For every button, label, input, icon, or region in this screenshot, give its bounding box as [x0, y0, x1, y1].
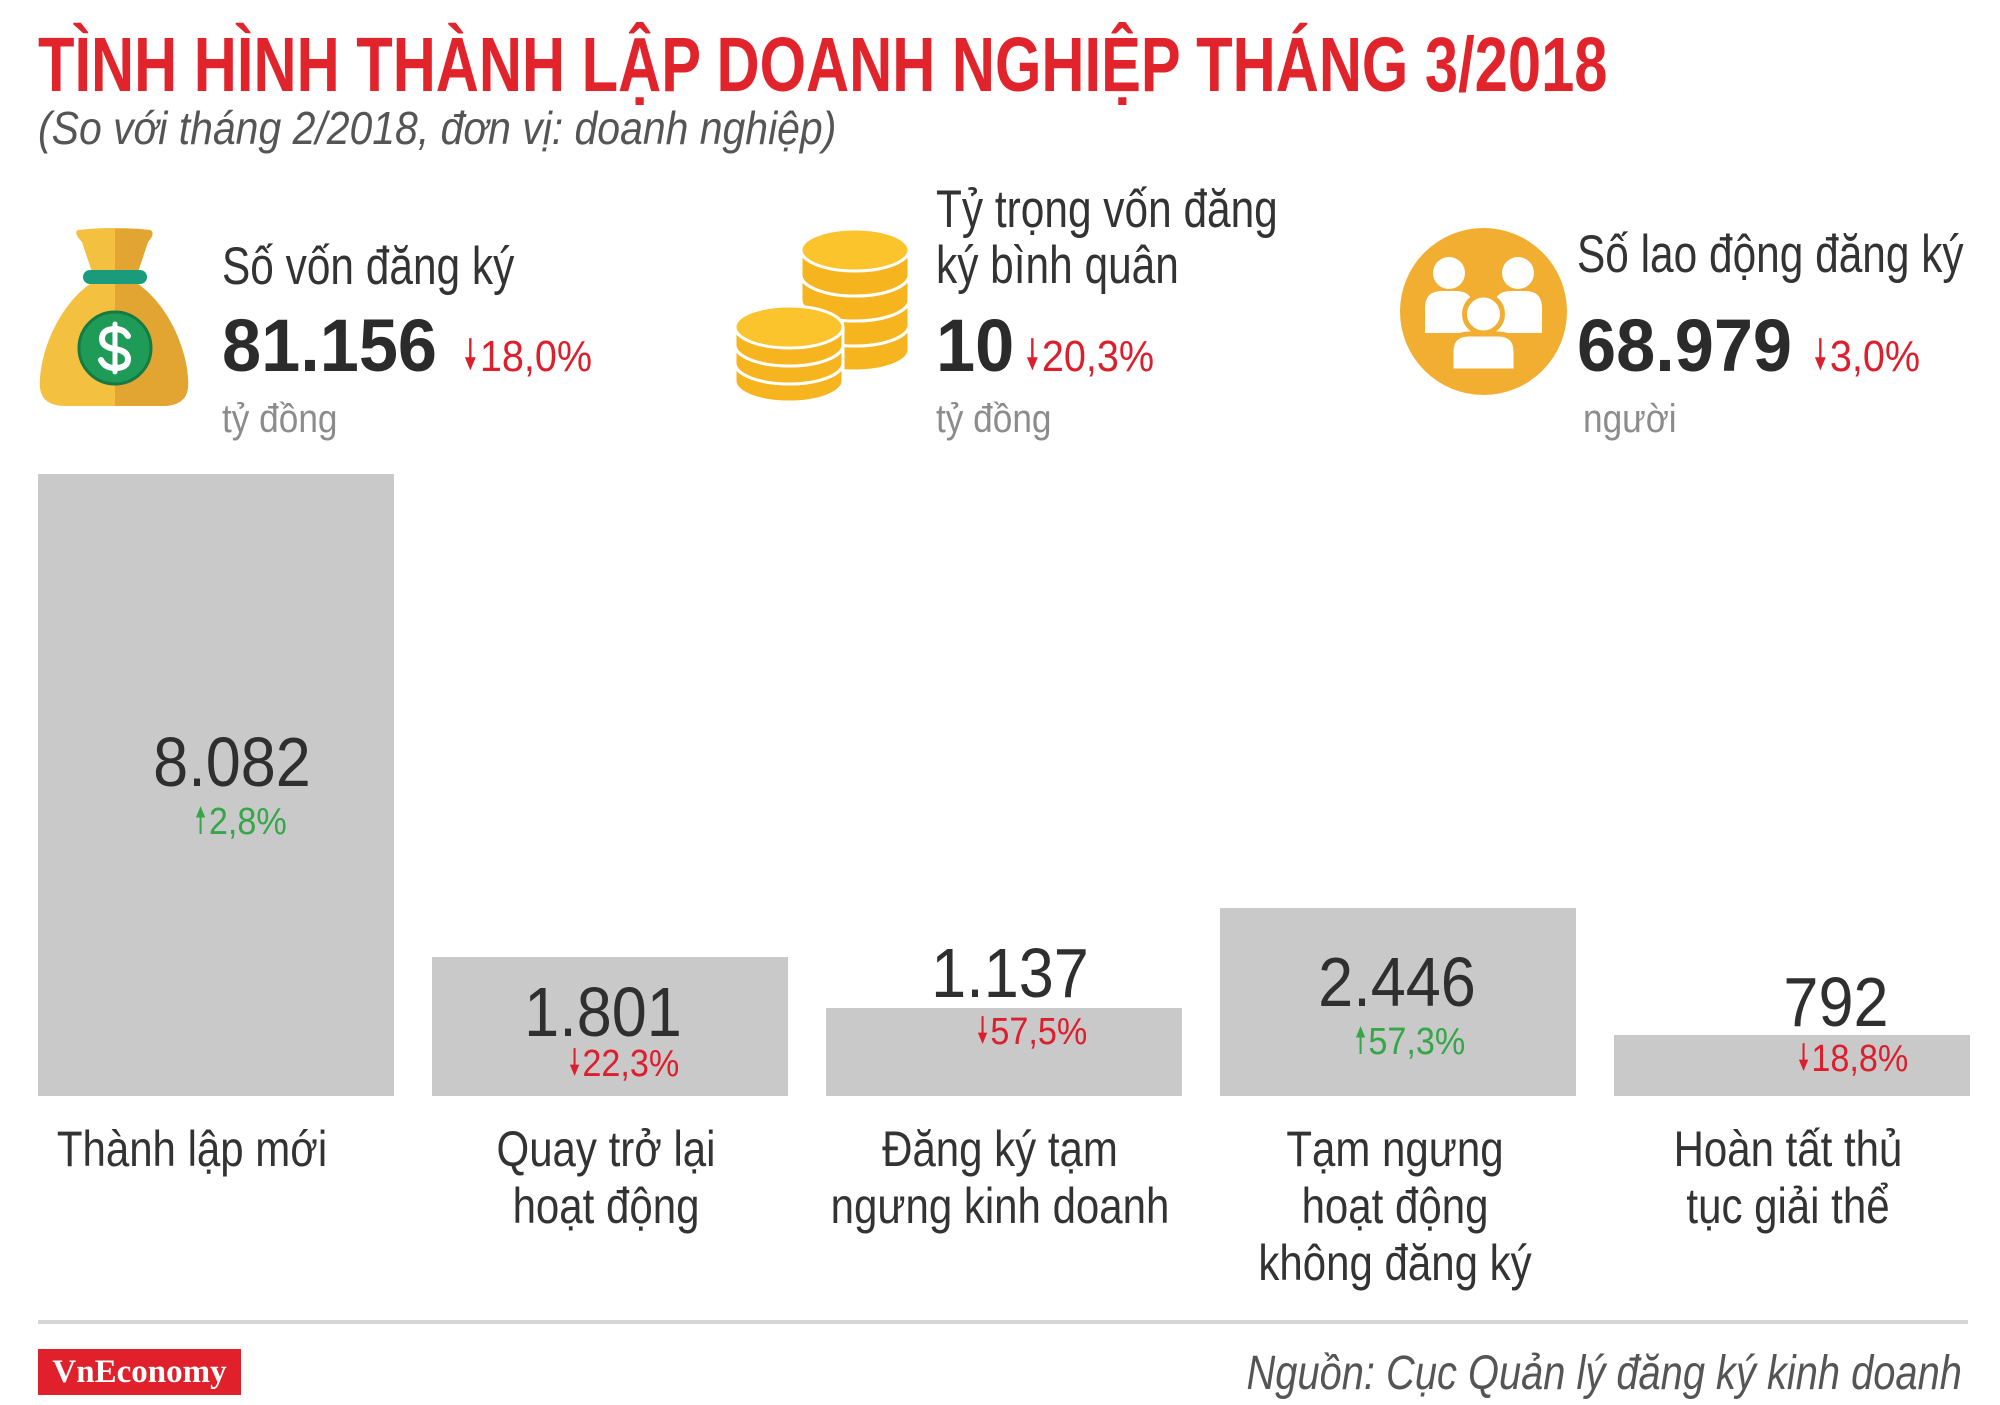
change-label-dissolved: 18,8% [1745, 1040, 1961, 1078]
change-label-registered-suspension: 57,5% [924, 1013, 1140, 1051]
money-bag-icon [39, 228, 189, 406]
stat-value: 68.979 [1577, 304, 1793, 387]
change-value: 57,5% [990, 1011, 1088, 1053]
bar-unregistered-suspension [1220, 907, 1576, 1096]
arrow-down-icon [1814, 338, 1827, 371]
stat-label: Tỷ trọng vốn đăng ký bình quân [936, 180, 1278, 295]
stat-unit: tỷ đồng [222, 397, 338, 441]
stat-change: 18,0% [464, 335, 592, 379]
change-value: 2,8% [208, 801, 287, 843]
arrow-down-icon [1026, 338, 1039, 371]
value-label-dissolved: 792 [1783, 963, 1889, 1041]
arrow-down-icon [569, 1048, 580, 1076]
stat-label: Số vốn đăng ký [222, 237, 515, 296]
stat-change: 20,3% [1026, 335, 1154, 379]
people-group-icon [1400, 228, 1567, 395]
change-label-new-registrations: 2,8% [133, 803, 349, 841]
bar-registered-suspension [826, 1008, 1182, 1096]
value-label-registered-suspension: 1.137 [931, 934, 1089, 1012]
source-note: Nguồn: Cục Quản lý đăng ký kinh doanh [1246, 1347, 1962, 1400]
category-label-dissolved: Hoàn tất thủ tục giải thể [1673, 1121, 1903, 1234]
stat-change-value: 3,0% [1829, 332, 1921, 381]
category-label-resumed-operations: Quay trở lại hoạt động [496, 1121, 716, 1234]
bar-resumed-operations [432, 957, 788, 1096]
value-label-resumed-operations: 1.801 [524, 973, 682, 1051]
bar-dissolved [1614, 1035, 1970, 1096]
coins-icon [733, 228, 911, 404]
page-subtitle: (So với tháng 2/2018, đơn vị: doanh nghi… [38, 102, 837, 154]
footer-divider [38, 1320, 1968, 1324]
category-label-new-registrations: Thành lập mới [56, 1121, 328, 1177]
change-value: 18,8% [1811, 1038, 1909, 1080]
change-value: 57,3% [1368, 1021, 1466, 1063]
stat-unit: tỷ đồng [936, 397, 1052, 441]
arrow-down-icon [977, 1016, 988, 1044]
arrow-down-icon [464, 338, 477, 371]
stat-label: Số lao động đăng ký [1577, 225, 1964, 284]
arrow-down-icon [1798, 1043, 1809, 1071]
page-title: TÌNH HÌNH THÀNH LẬP DOANH NGHIỆP THÁNG 3… [38, 22, 1608, 108]
stat-change-value: 20,3% [1041, 332, 1155, 381]
stat-change-value: 18,0% [479, 332, 593, 381]
stat-unit: người [1583, 397, 1677, 441]
stat-value: 81.156 [222, 304, 438, 387]
stat-value: 10 [936, 304, 1015, 387]
bar-new-registrations [38, 474, 394, 1096]
brand-logo: VnEconomy [38, 1349, 241, 1395]
change-label-resumed-operations: 22,3% [516, 1045, 732, 1083]
category-label-unregistered-suspension: Tạm ngưng hoạt động không đăng ký [1258, 1121, 1532, 1291]
arrow-up-icon [1355, 1026, 1366, 1054]
value-label-new-registrations: 8.082 [153, 723, 311, 801]
change-label-unregistered-suspension: 57,3% [1302, 1023, 1518, 1061]
arrow-up-icon [195, 806, 206, 834]
change-value: 22,3% [582, 1043, 680, 1085]
stat-change: 3,0% [1814, 335, 1920, 379]
value-label-unregistered-suspension: 2.446 [1318, 943, 1476, 1021]
category-label-registered-suspension: Đăng ký tạm ngưng kinh doanh [830, 1121, 1170, 1234]
